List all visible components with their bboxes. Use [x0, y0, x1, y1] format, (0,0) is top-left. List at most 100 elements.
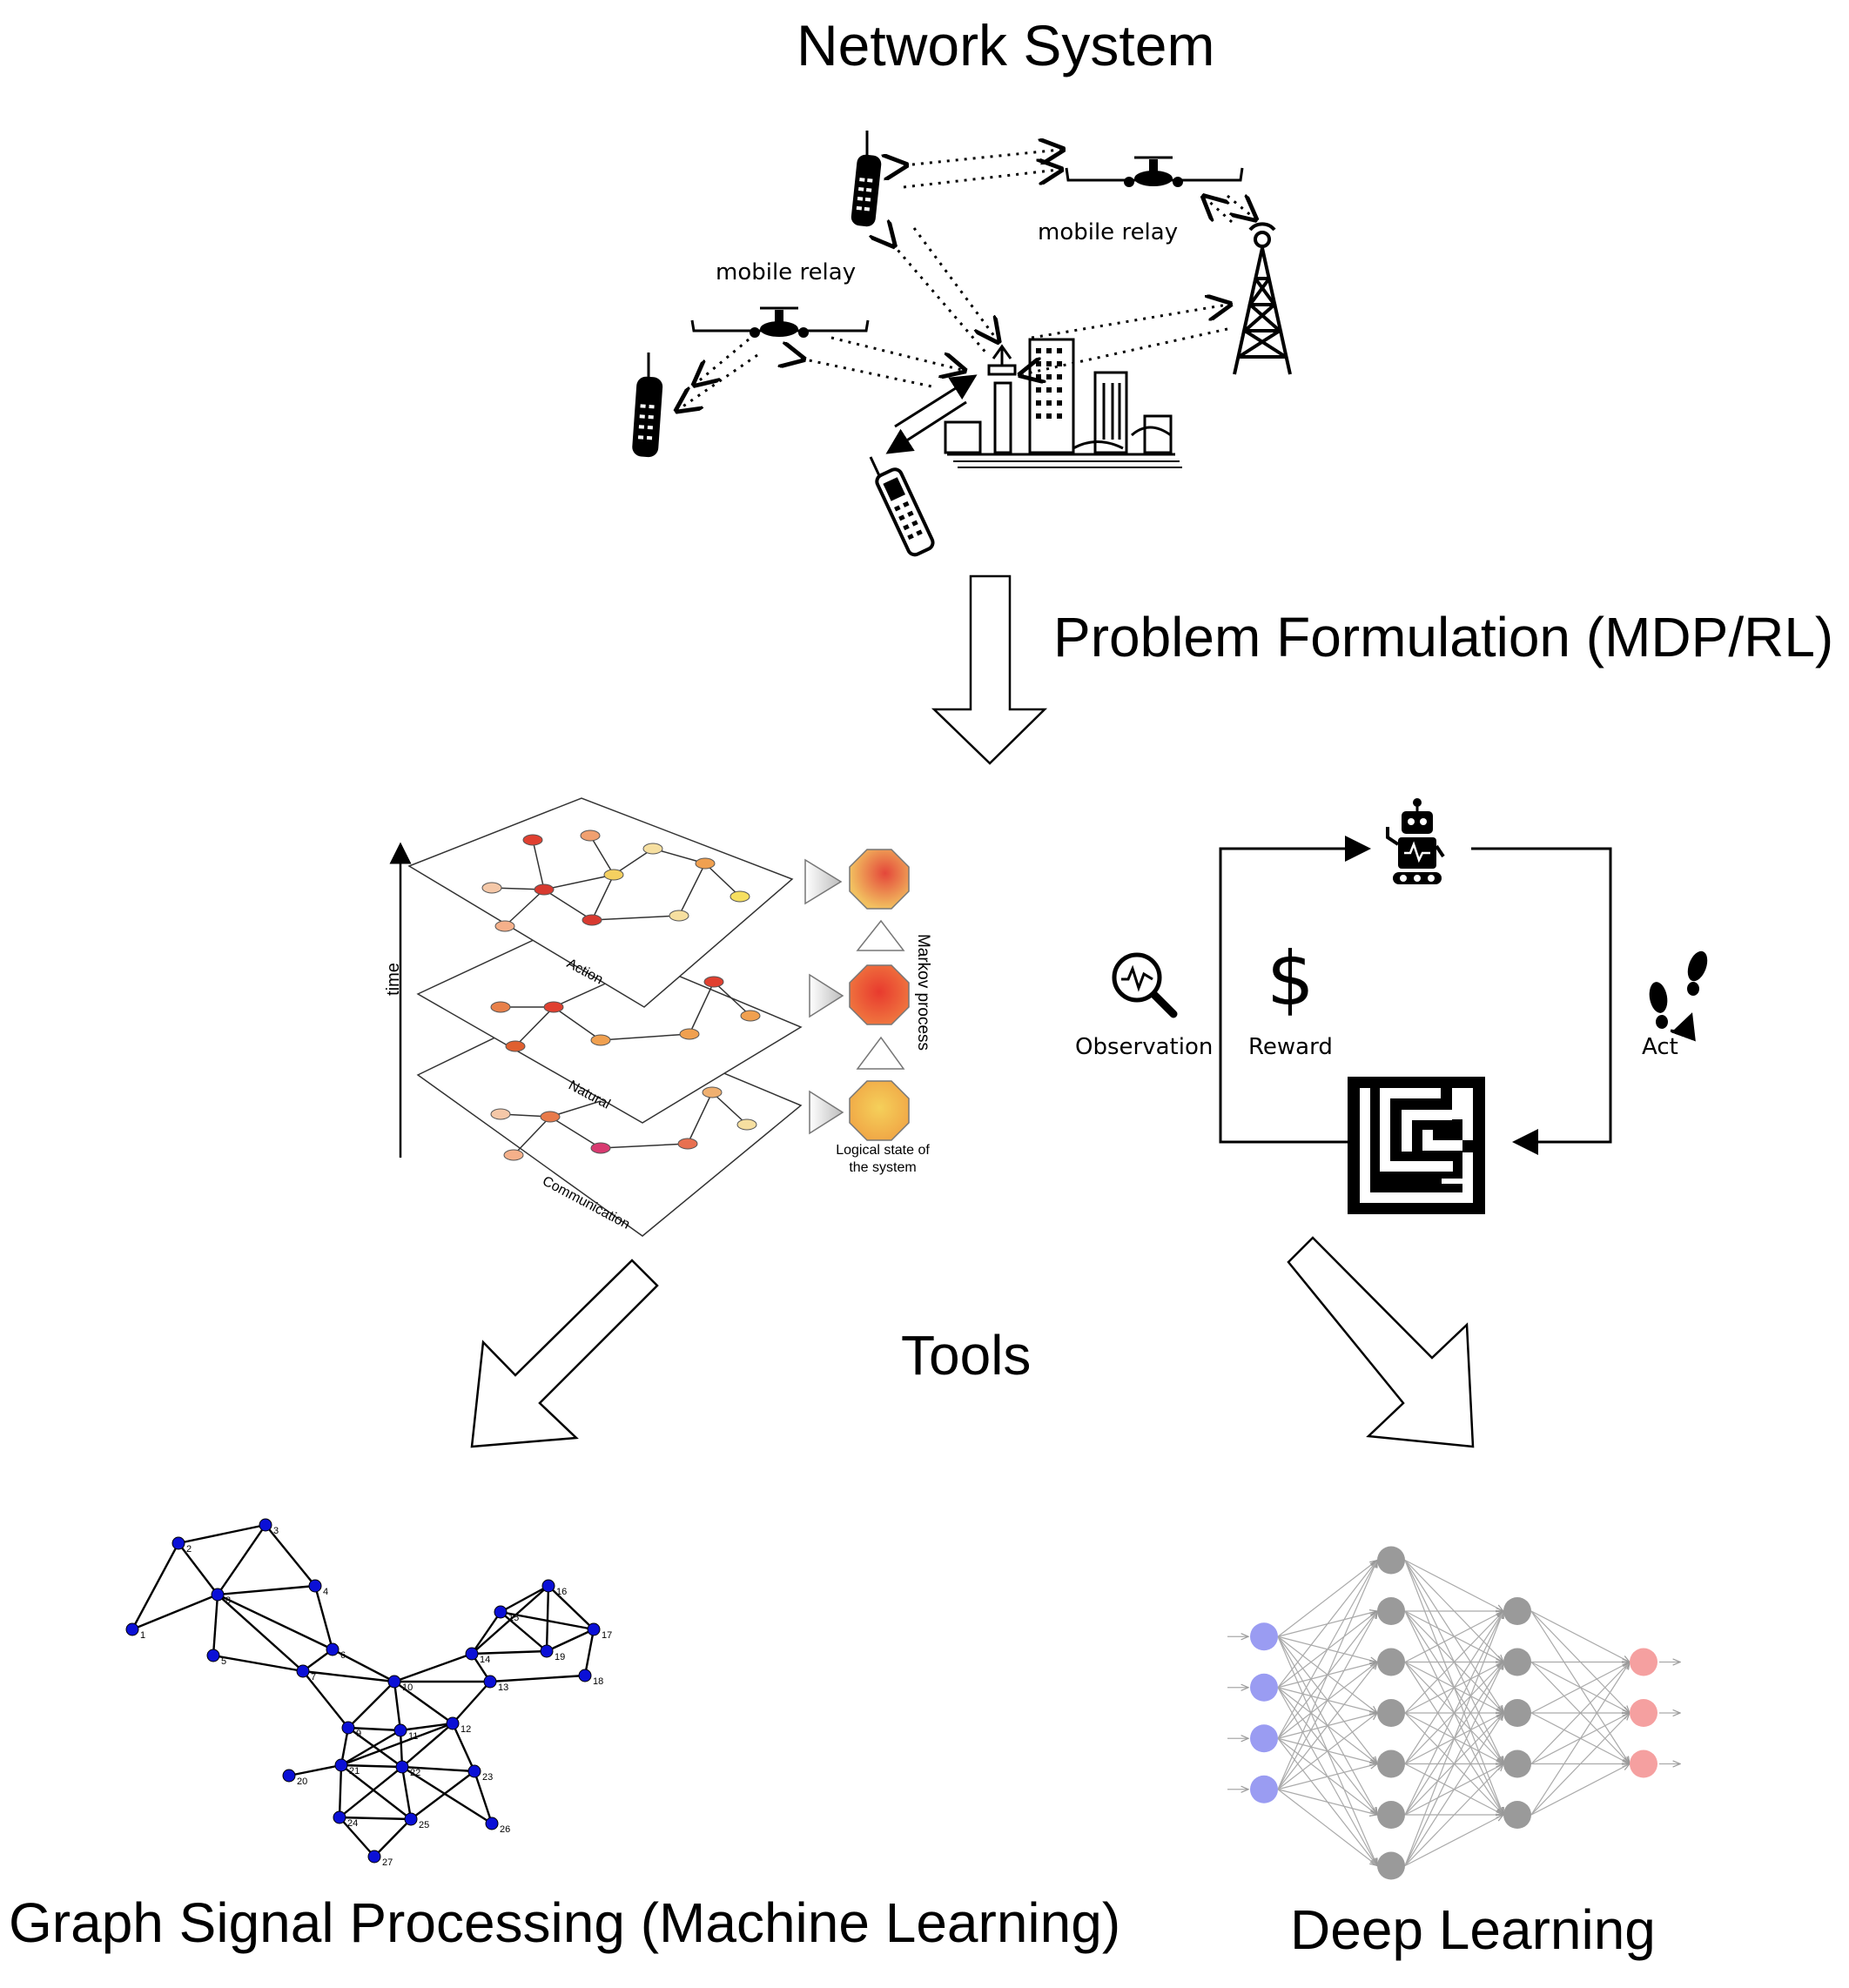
time-label: time: [384, 963, 403, 996]
graph-node-label: 26: [500, 1824, 510, 1835]
state-octagon-icon: [849, 1080, 910, 1141]
dollar-icon: $: [1267, 936, 1314, 1023]
graph-edge: [410, 1770, 475, 1820]
state-pointer-icon: [809, 973, 844, 1018]
nn-connection: [1277, 1561, 1377, 1689]
city-skyline-icon: [944, 338, 1182, 468]
graph-node: [485, 1817, 499, 1830]
gsp-title: Graph Signal Processing (Machine Learnin…: [9, 1891, 1121, 1954]
graph-node: [541, 1579, 555, 1593]
markov-process-label: Markov process: [914, 934, 932, 1051]
logical-state-line1: Logical state of: [836, 1143, 930, 1158]
nn-connection: [1277, 1789, 1377, 1815]
graph-edge: [178, 1542, 219, 1595]
graph-node: [540, 1644, 554, 1658]
graph-edge: [302, 1669, 395, 1683]
graph-node-label: 25: [419, 1820, 429, 1830]
nn-hidden-neuron: [1377, 1597, 1405, 1625]
graph-node: [578, 1669, 592, 1682]
graph-node-label: 22: [410, 1768, 420, 1778]
graph-node: [259, 1518, 272, 1532]
cell-phone-icon: [851, 131, 882, 227]
graph-node-label: 4: [323, 1587, 328, 1597]
graph-edge: [400, 1722, 454, 1732]
graph-edge: [302, 1670, 349, 1729]
nn-connection: [1404, 1713, 1503, 1866]
cell-phone-icon: [869, 456, 935, 557]
graph-edge: [339, 1766, 403, 1818]
nn-input-neuron: [1250, 1673, 1278, 1702]
graph-node: [308, 1579, 322, 1593]
nn-hidden-neuron: [1503, 1648, 1531, 1676]
graph-edge: [347, 1681, 395, 1729]
graph-node: [282, 1769, 296, 1783]
graph-edge: [338, 1764, 343, 1818]
logical-state-line2: the system: [849, 1160, 917, 1175]
radio-tower-icon: [1233, 222, 1292, 375]
network-system-title: Network System: [797, 13, 1215, 77]
nn-connection: [1530, 1764, 1630, 1816]
airplane-icon: [690, 306, 870, 338]
graph-node-label: 8: [225, 1595, 231, 1606]
nn-connection: [1277, 1764, 1377, 1790]
graph-edge: [347, 1727, 403, 1768]
graph-node: [387, 1675, 401, 1689]
graph-node-label: 15: [508, 1613, 519, 1623]
deep-neural-network: [1227, 1546, 1680, 1880]
nn-connection: [1530, 1713, 1630, 1816]
nn-connection: [1277, 1611, 1377, 1790]
nn-hidden-neuron: [1503, 1597, 1531, 1625]
nn-hidden-neuron: [1377, 1750, 1405, 1778]
graph-node-label: 3: [273, 1526, 279, 1536]
nn-hidden-neuron: [1377, 1801, 1405, 1829]
nn-connection: [1277, 1561, 1377, 1790]
graph-node-label: 21: [349, 1766, 360, 1776]
graph-node-label: 12: [461, 1724, 471, 1735]
nn-connection: [1277, 1713, 1377, 1790]
graph-edge: [212, 1594, 219, 1656]
tools-title: Tools: [901, 1324, 1032, 1387]
graph-node-label: 24: [347, 1818, 358, 1829]
graph-edge: [313, 1585, 334, 1650]
mobile-relay-right-label: mobile relay: [1038, 219, 1179, 245]
graph-edge: [288, 1763, 342, 1777]
footsteps-act-icon: [1649, 950, 1708, 1042]
graph-node-label: 10: [402, 1682, 413, 1693]
nn-connection: [1277, 1789, 1377, 1866]
graph-node: [465, 1647, 479, 1661]
nn-connection: [1404, 1662, 1503, 1866]
graph-edge: [178, 1523, 266, 1545]
graph-edge: [401, 1765, 475, 1773]
graph-edge: [131, 1542, 180, 1630]
graph-edge: [546, 1628, 595, 1653]
graph-edge: [217, 1584, 316, 1596]
graph-node: [211, 1588, 225, 1602]
graph-edge: [217, 1593, 333, 1651]
maze-environment-icon: [1348, 1077, 1485, 1214]
graph-edge: [265, 1524, 316, 1587]
graph-edge: [471, 1649, 548, 1656]
graph-node: [395, 1760, 409, 1774]
tools-arrow-left: [470, 1259, 659, 1448]
state-octagon-icon: [849, 849, 910, 910]
graph-edge: [401, 1723, 454, 1768]
state-octagon-icon: [849, 964, 910, 1025]
nn-connection: [1277, 1662, 1377, 1790]
graph-node: [333, 1810, 346, 1824]
nn-output-neuron: [1630, 1750, 1657, 1778]
nn-connection: [1530, 1610, 1630, 1662]
graph-node-label: 7: [311, 1672, 316, 1682]
nn-hidden-neuron: [1503, 1750, 1531, 1778]
graph-node-label: 19: [555, 1652, 565, 1662]
graph-node-label: 27: [382, 1857, 393, 1868]
graph-edge: [471, 1611, 501, 1655]
graph-edge: [347, 1726, 401, 1732]
graph-edge: [548, 1585, 595, 1630]
state-pointer-icon: [804, 858, 843, 905]
nn-hidden-neuron: [1377, 1546, 1405, 1575]
nn-connection: [1404, 1611, 1503, 1714]
nn-input-neuron: [1250, 1622, 1278, 1651]
cell-phone-icon: [632, 353, 663, 458]
graph-edge: [340, 1729, 401, 1767]
graph-node: [446, 1716, 460, 1730]
